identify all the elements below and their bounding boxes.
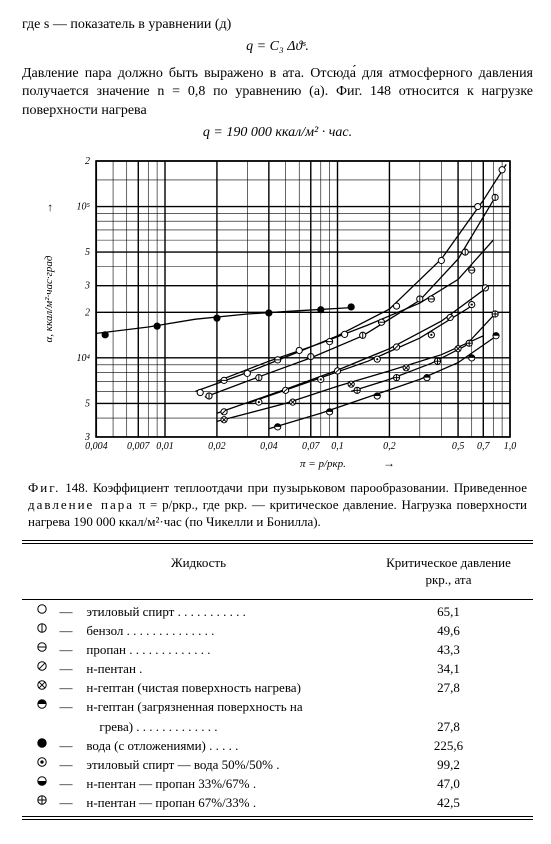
marker-icon (28, 697, 56, 716)
pcrit-value: 27,8 (370, 717, 528, 736)
figure-148: 0,0040,0070,010,020,040,070,10,20,50,71,… (38, 153, 518, 473)
svg-text:α, ккал/м²·час·град: α, ккал/м²·час·град (43, 255, 55, 342)
equation-2: q = 190 000 ккал/м² · час. (22, 124, 533, 142)
pcrit-value: 34,1 (370, 659, 528, 678)
liquid-name: н-гептан (загрязненная поверхность на­ (82, 697, 369, 716)
table-row: —бензол . . . . . . . . . . . . . .49,6 (28, 621, 528, 640)
table-row: —этиловый спирт — вода 50%/50% .99,2 (28, 755, 528, 774)
pcrit-value: 27,8 (370, 678, 528, 697)
table-row: —пропан . . . . . . . . . . . . .43,3 (28, 640, 528, 659)
svg-text:→: → (383, 456, 395, 470)
svg-text:0,07: 0,07 (302, 441, 321, 452)
legend-table-wrap: Жидкость Критическое давление pкр., ата … (22, 540, 533, 820)
liquid-name: н-пентан — пропан 67%/33% . (82, 793, 369, 812)
liquid-name: этиловый спирт . . . . . . . . . . . (82, 602, 369, 621)
table-row: —н-гептан (чистая поверхность нагрева) 2… (28, 678, 528, 697)
pcrit-value: 42,5 (370, 793, 528, 812)
table-row: —н-гептан (загрязненная поверхность на­ (28, 697, 528, 716)
svg-text:3: 3 (84, 280, 90, 291)
marker-icon (28, 793, 56, 812)
cap-sp: давление пара (28, 497, 134, 512)
th-pcrit: Критическое давление pкр., ата (370, 548, 528, 596)
cap-b1: Коэффициент теплоотдачи при пузырьковом … (93, 480, 527, 495)
svg-text:0,7: 0,7 (477, 441, 491, 452)
table-row: —н-пентан — пропан 33%/67% .47,0 (28, 774, 528, 793)
liquid-name: бензол . . . . . . . . . . . . . . (82, 621, 369, 640)
marker-icon (28, 602, 56, 621)
marker-icon (28, 659, 56, 678)
pcrit-value: 65,1 (370, 602, 528, 621)
marker-icon (28, 640, 56, 659)
legend-table: Жидкость Критическое давление pкр., ата (28, 548, 528, 596)
marker-icon (28, 621, 56, 640)
cap-lead: Фиг. (28, 480, 60, 495)
pcrit-value: 47,0 (370, 774, 528, 793)
table-row: грева) . . . . . . . . . . . . .27,8 (28, 717, 528, 736)
liquid-name: н-пентан . (82, 659, 369, 678)
line-where-s: где s — показатель в уравнении (д) (22, 16, 533, 34)
svg-text:2: 2 (85, 307, 90, 318)
svg-text:2: 2 (85, 156, 90, 167)
svg-text:0,1: 0,1 (331, 441, 344, 452)
liquid-name: н-пентан — пропан 33%/67% . (82, 774, 369, 793)
svg-text:0,02: 0,02 (208, 441, 226, 452)
pcrit-value: 43,3 (370, 640, 528, 659)
marker-icon (28, 755, 56, 774)
liquid-name: грева) . . . . . . . . . . . . . (82, 717, 369, 736)
liquid-name: вода (с отложениями) . . . . . (82, 736, 369, 755)
figure-caption: Фиг. 148. Коэффициент теплоотдачи при пу… (28, 479, 527, 530)
svg-text:0,007: 0,007 (127, 441, 151, 452)
table-row: —н-пентан .34,1 (28, 659, 528, 678)
pcrit-value: 99,2 (370, 755, 528, 774)
pcrit-value: 49,6 (370, 621, 528, 640)
table-row: —вода (с отложениями) . . . . .225,6 (28, 736, 528, 755)
svg-text:0,04: 0,04 (260, 441, 278, 452)
marker-icon (28, 774, 56, 793)
marker-icon (28, 736, 56, 755)
svg-text:5: 5 (85, 398, 90, 409)
legend-table-body: —этиловый спирт . . . . . . . . . . .65,… (28, 602, 528, 813)
table-row: —н-пентан — пропан 67%/33% .42,5 (28, 793, 528, 812)
pcrit-value (370, 697, 528, 716)
svg-text:0,2: 0,2 (383, 441, 396, 452)
svg-text:π = p/pкр.: π = p/pкр. (300, 458, 346, 470)
pcrit-value: 225,6 (370, 736, 528, 755)
svg-text:→: → (41, 202, 55, 214)
svg-text:1,0: 1,0 (503, 441, 516, 452)
th-liquid: Жидкость (28, 548, 370, 596)
svg-text:10⁴: 10⁴ (76, 353, 90, 364)
svg-text:5: 5 (85, 247, 90, 258)
svg-text:3: 3 (84, 432, 90, 443)
liquid-name: этиловый спирт — вода 50%/50% . (82, 755, 369, 774)
chart-svg: 0,0040,0070,010,020,040,070,10,20,50,71,… (38, 153, 518, 473)
cap-num: 148. (65, 480, 88, 495)
liquid-name: пропан . . . . . . . . . . . . . (82, 640, 369, 659)
marker-icon (28, 678, 56, 697)
marker-icon (28, 717, 56, 736)
svg-text:0,5: 0,5 (451, 441, 464, 452)
svg-text:10⁵: 10⁵ (76, 201, 90, 212)
liquid-name: н-гептан (чистая поверхность нагрева) (82, 678, 369, 697)
table-row: —этиловый спирт . . . . . . . . . . .65,… (28, 602, 528, 621)
paragraph-pressure: Давление пара должно быть выражено в ата… (22, 65, 533, 120)
svg-text:0,01: 0,01 (156, 441, 174, 452)
equation-1: q = C₃ Δϑˢ. (22, 38, 533, 56)
